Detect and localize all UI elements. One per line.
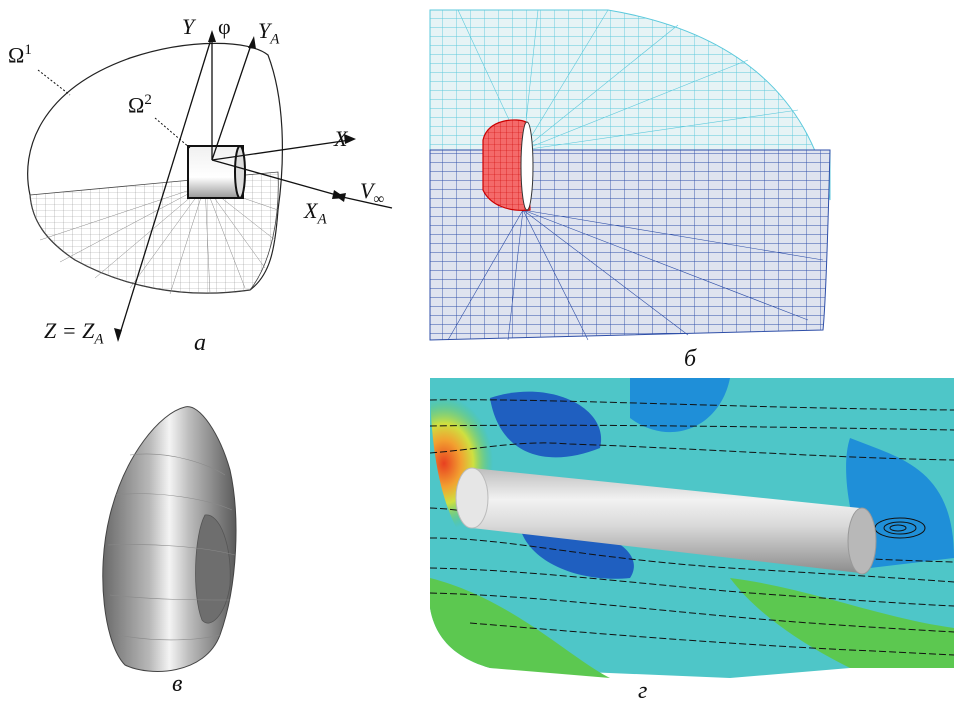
v-infinity-label: V∞ [360,178,385,208]
panel-d-flowfield [429,378,954,678]
omega1-label: Ω1 [8,42,32,68]
panel-b: б [428,0,948,375]
panel-c-body [102,406,237,672]
axis-phi-label: φ [218,14,231,39]
axis-y-label: Y [182,14,195,39]
mesh-lower-half [29,171,279,294]
axes [117,35,393,341]
axis-z-label: Z = ZA [44,318,104,348]
axis-x-label: X [334,126,348,151]
axis-xa-label: XA [304,198,327,228]
caption-b: б [684,346,697,372]
omega2-label: Ω2 [128,92,152,118]
panel-b-mesh [429,9,831,341]
cylinder-body [472,468,860,573]
caption-d: г [638,678,648,704]
caption-c: в [172,671,183,697]
caption-a: а [194,330,206,356]
axis-ya-label: YA [258,18,280,48]
panel-c: в [60,395,310,701]
panel-a: Ω1 Ω2 Y φ YA X XA V∞ Z = ZA а [0,0,420,360]
panel-a-geometry [27,30,393,342]
panel-d: г [429,378,954,704]
red-cylinder [482,119,531,211]
mesh-upper [429,9,831,201]
inner-cylinder [187,145,244,199]
mesh-upper-rays [457,9,799,151]
mesh-lower-rays [447,209,824,341]
axis-arrows [114,30,356,342]
